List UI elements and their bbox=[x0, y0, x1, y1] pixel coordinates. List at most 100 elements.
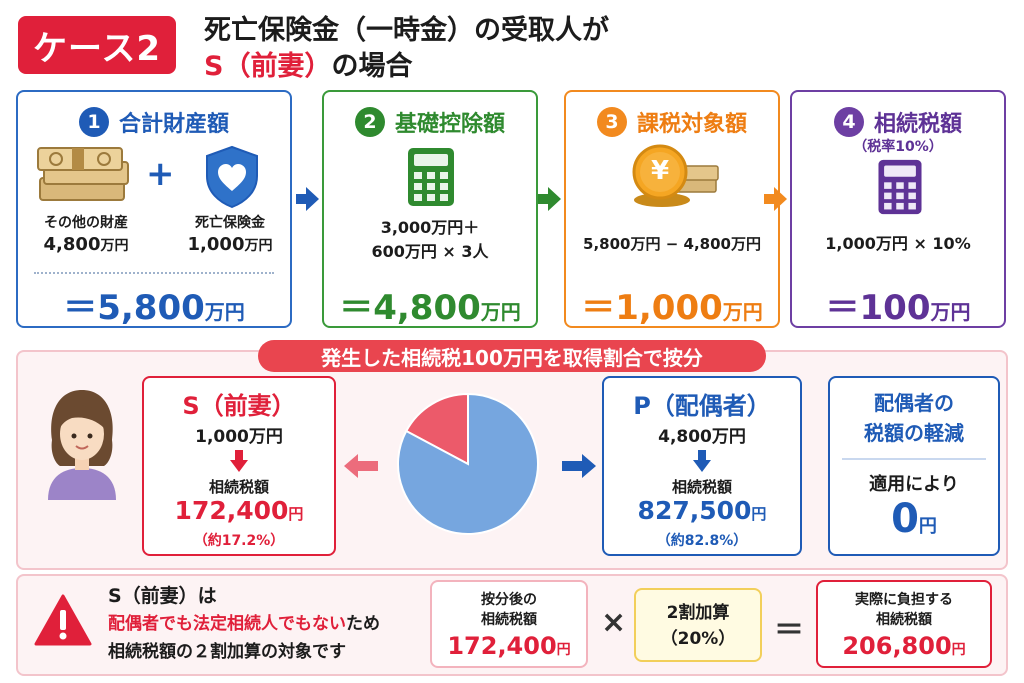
box-label: 実際に負担する 相続税額 bbox=[818, 590, 990, 630]
step-taxable-amount: 3 課税対象額 ¥ 5,800万円 − 4,800万円 ＝1,000万円 bbox=[564, 90, 780, 328]
card-amount: 4,800万円 bbox=[658, 427, 746, 447]
warning-icon bbox=[34, 594, 92, 646]
step-number: 4 bbox=[833, 107, 864, 137]
step-title: 4 相続税額 bbox=[792, 106, 1004, 138]
arrow-right-icon bbox=[764, 187, 787, 211]
result-value: 5,800 bbox=[97, 288, 205, 328]
page-title-line2: S（前妻）の場合 bbox=[204, 44, 412, 83]
insurance-unit: 万円 bbox=[244, 238, 273, 254]
warn-line1: S（前妻）は bbox=[108, 585, 217, 607]
deduction-formula-line1: 3,000万円＋ bbox=[380, 218, 480, 237]
insurance-value: 1,000 bbox=[187, 234, 245, 255]
box-label-line2: 相続税額 bbox=[481, 612, 537, 628]
step-title: 2 基礎控除額 bbox=[324, 106, 536, 138]
surcharge-percent: （20%） bbox=[660, 629, 736, 649]
value: 206,800 bbox=[842, 632, 952, 660]
money-bundle-icon bbox=[37, 147, 129, 201]
former-wife-card: S（前妻） 1,000万円 相続税額 172,400円 （約17.2%） bbox=[142, 376, 336, 556]
divider bbox=[34, 272, 274, 274]
insurance-payout: 死亡保険金 1,000万円 bbox=[170, 212, 290, 257]
step-title-text: 相続税額 bbox=[873, 112, 962, 137]
yen-coin-icon bbox=[632, 144, 719, 207]
calculator-icon bbox=[408, 148, 454, 206]
result-value: 4,800 bbox=[373, 288, 481, 328]
warn-line2-tail: ため bbox=[346, 614, 380, 634]
card-title: P（配偶者） bbox=[633, 392, 771, 420]
reduction-amount: 0 bbox=[891, 496, 919, 542]
arrow-left-icon bbox=[344, 454, 378, 478]
step-number: 1 bbox=[78, 107, 109, 137]
step-result: ＝100万円 bbox=[792, 280, 1004, 329]
tax-unit: 円 bbox=[288, 505, 304, 523]
taxable-formula: 5,800万円 − 4,800万円 bbox=[583, 235, 761, 253]
page-title-line1: 死亡保険金（一時金）の受取人が bbox=[204, 15, 609, 46]
card-percent: （約82.8%） bbox=[656, 533, 748, 549]
reduction-title-line2: 税額の軽減 bbox=[864, 421, 964, 445]
result-unit: 万円 bbox=[722, 300, 763, 324]
surcharge-name: 2割加算 bbox=[666, 603, 730, 623]
step-title-text: 課税対象額 bbox=[636, 112, 747, 137]
step-title-text: 基礎控除額 bbox=[394, 112, 505, 137]
reduction-note: 適用により bbox=[869, 474, 959, 495]
result-unit: 万円 bbox=[480, 300, 521, 324]
result-prefix: ＝ bbox=[825, 288, 860, 328]
other-assets: その他の財産 4,800万円 bbox=[26, 212, 146, 257]
box-label-line1: 実際に負担する bbox=[855, 592, 953, 608]
box-value: 172,400円 bbox=[432, 632, 586, 660]
step-result: ＝4,800万円 bbox=[324, 280, 536, 329]
reduction-title: 配偶者の 税額の軽減 bbox=[830, 388, 998, 448]
reduction-title-line1: 配偶者の bbox=[874, 391, 954, 415]
equals-sign: ＝ bbox=[774, 613, 804, 648]
plus-sign: + bbox=[146, 154, 175, 194]
result-value: 100 bbox=[859, 288, 931, 328]
card-tax-value: 172,400円 bbox=[144, 496, 334, 525]
card-tax-label: 相続税額 bbox=[208, 478, 269, 496]
tax-unit: 円 bbox=[751, 505, 767, 523]
reduction-unit: 円 bbox=[918, 516, 937, 537]
step-title: 1 合計財産額 bbox=[18, 106, 290, 138]
arrow-right-icon bbox=[296, 187, 319, 211]
calculator-icon bbox=[878, 159, 922, 215]
title-recipient: S（前妻） bbox=[204, 51, 332, 82]
spouse-card: P（配偶者） 4,800万円 相続税額 827,500円 （約82.8%） bbox=[602, 376, 802, 556]
result-prefix: ＝ bbox=[63, 288, 98, 328]
deduction-formula-line2: 600万円 × 3人 bbox=[371, 242, 489, 261]
step-number: 2 bbox=[354, 107, 385, 137]
arrow-right-icon bbox=[562, 454, 596, 478]
tax-formula: 1,000万円 × 10% bbox=[825, 234, 971, 253]
woman-avatar-icon bbox=[48, 390, 116, 500]
tax-value: 172,400 bbox=[174, 496, 289, 525]
step-title-text: 合計財産額 bbox=[118, 112, 229, 137]
step-basic-deduction: 2 基礎控除額 3,000万円＋ 600万円 × 3人 ＝4,800万円 bbox=[322, 90, 538, 328]
card-tax-value: 827,500円 bbox=[604, 496, 800, 525]
step-result: ＝5,800万円 bbox=[18, 280, 290, 329]
result-prefix: ＝ bbox=[339, 288, 374, 328]
warn-line2-emphasis: 配偶者でも法定相続人でもない bbox=[108, 614, 346, 634]
result-value: 1,000 bbox=[615, 288, 723, 328]
result-prefix: ＝ bbox=[581, 288, 616, 328]
tax-value: 827,500 bbox=[637, 496, 752, 525]
spouse-reduction-card: 配偶者の 税額の軽減 適用により 0円 bbox=[828, 376, 1000, 556]
arrow-down-icon bbox=[693, 450, 711, 472]
divider bbox=[842, 458, 986, 460]
step-result: ＝1,000万円 bbox=[566, 280, 778, 329]
other-assets-unit: 万円 bbox=[100, 238, 129, 254]
case-badge: ケース2 bbox=[18, 16, 176, 74]
arrow-down-icon bbox=[230, 450, 248, 472]
other-assets-value: 4,800 bbox=[43, 234, 101, 255]
reduction-value: 0円 bbox=[830, 496, 998, 542]
title-suffix: の場合 bbox=[331, 51, 413, 82]
step-total-assets: 1 合計財産額 + その他の財産 4,800万円 死亡保険金 1,000万円 ＝… bbox=[16, 90, 292, 328]
result-unit: 万円 bbox=[204, 300, 245, 324]
apportioned-tax-box: 按分後の 相続税額 172,400円 bbox=[430, 580, 588, 668]
box-label: 2割加算 （20%） bbox=[636, 600, 760, 652]
unit: 円 bbox=[951, 642, 966, 658]
apportion-banner: 発生した相続税100万円を取得割合で按分 bbox=[258, 340, 766, 372]
multiply-sign: × bbox=[601, 605, 627, 640]
arrow-right-icon bbox=[538, 187, 561, 211]
card-amount: 1,000万円 bbox=[195, 427, 283, 447]
pie-slice-spouse bbox=[397, 392, 539, 535]
box-label-line1: 按分後の bbox=[481, 592, 537, 608]
other-assets-label: その他の財産 bbox=[44, 215, 128, 231]
insurance-label: 死亡保険金 bbox=[195, 215, 265, 231]
